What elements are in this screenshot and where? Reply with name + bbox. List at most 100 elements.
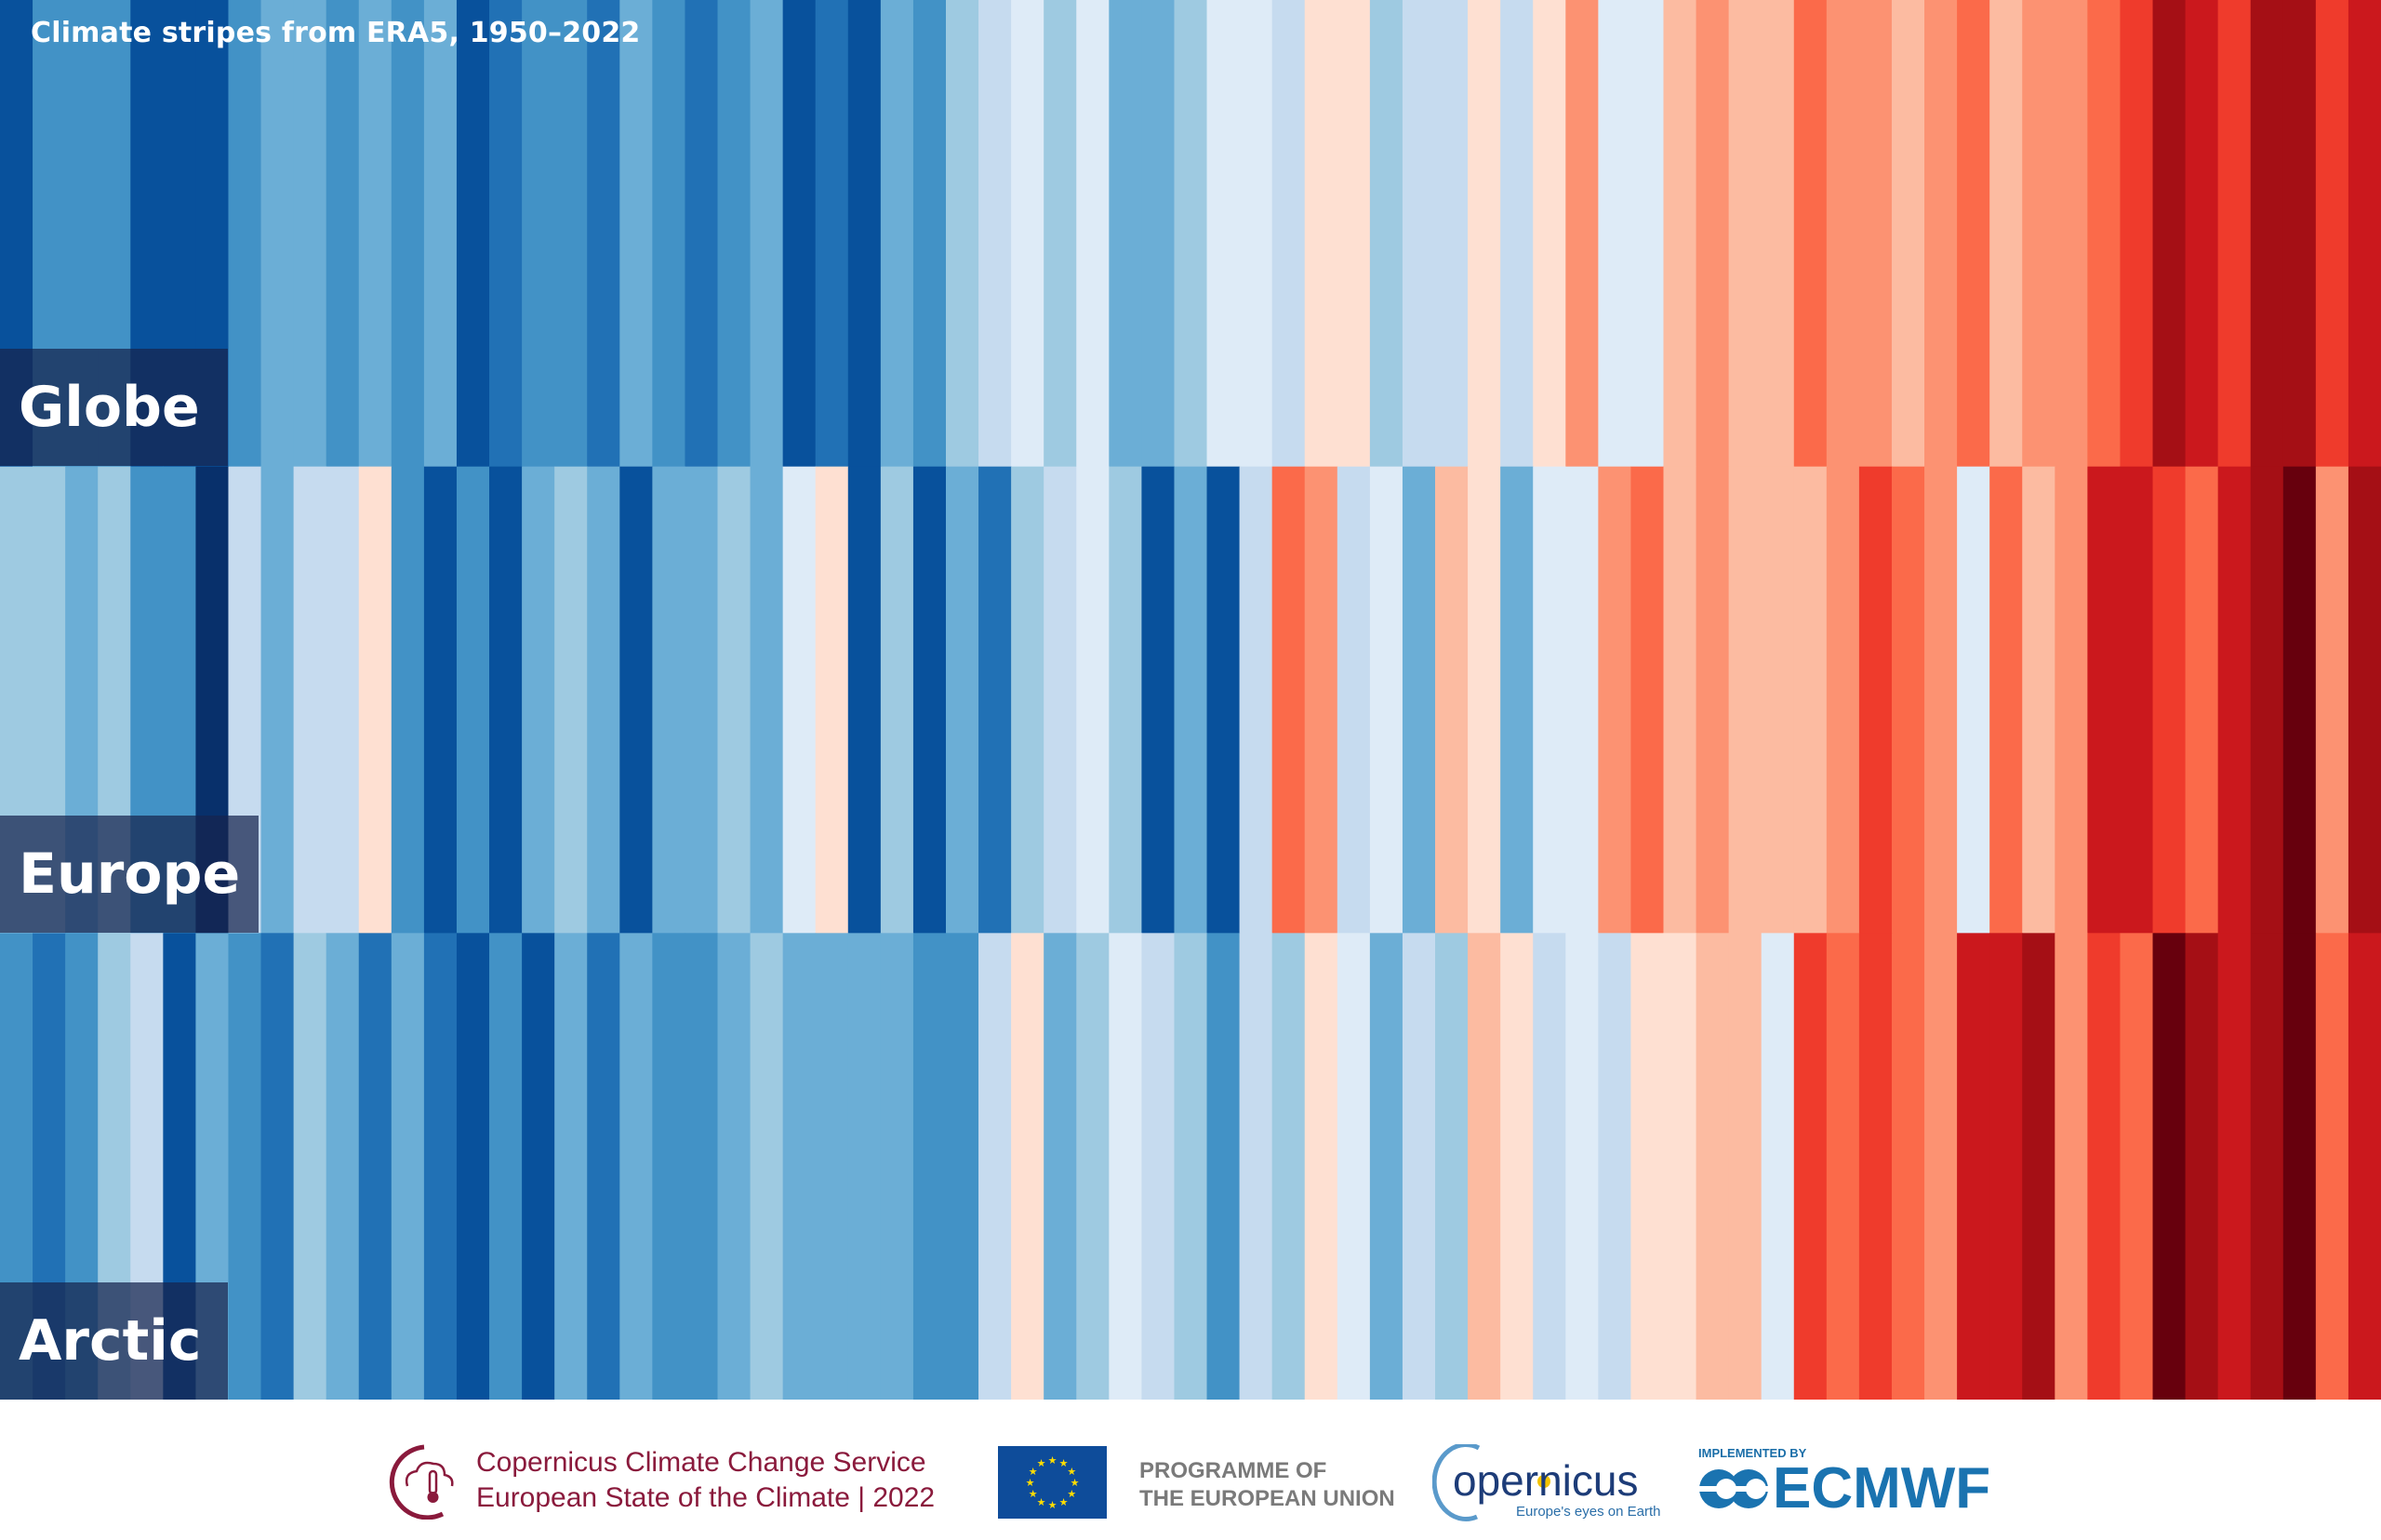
stripe-globe-2004 bbox=[1761, 0, 1795, 468]
stripe-globe-1964 bbox=[456, 0, 490, 468]
eu-star: ★ bbox=[1026, 1477, 1035, 1489]
stripe-globe-1996 bbox=[1500, 0, 1534, 468]
stripe-europe-2003 bbox=[1728, 466, 1762, 934]
stripe-europe-1971 bbox=[685, 466, 719, 934]
stripe-arctic-2018 bbox=[2217, 933, 2252, 1400]
stripe-europe-1980 bbox=[978, 466, 1012, 934]
stripe-globe-1979 bbox=[945, 0, 979, 468]
stripe-globe-1965 bbox=[489, 0, 523, 468]
stripe-globe-1975 bbox=[815, 0, 849, 468]
stripe-europe-1996 bbox=[1500, 466, 1534, 934]
stripe-globe-1959 bbox=[293, 0, 327, 468]
stripe-arctic-2005 bbox=[1793, 933, 1828, 1400]
stripe-arctic-1983 bbox=[1076, 933, 1110, 1400]
stripe-arctic-1961 bbox=[358, 933, 392, 1400]
stripe-arctic-1996 bbox=[1500, 933, 1534, 1400]
stripe-arctic-2022 bbox=[2348, 933, 2381, 1400]
stripe-globe-1968 bbox=[587, 0, 620, 468]
stripe-globe-2006 bbox=[1826, 0, 1860, 468]
stripe-globe-1962 bbox=[391, 0, 425, 468]
stripe-europe-1993 bbox=[1402, 466, 1436, 934]
stripe-globe-1993 bbox=[1402, 0, 1436, 468]
eu-star: ★ bbox=[1029, 1466, 1038, 1478]
eu-star: ★ bbox=[1048, 1499, 1057, 1511]
stripe-europe-2006 bbox=[1826, 466, 1860, 934]
stripe-europe-2000 bbox=[1630, 466, 1665, 934]
stripe-europe-2001 bbox=[1663, 466, 1697, 934]
stripe-europe-1976 bbox=[847, 466, 882, 934]
stripe-europe-2016 bbox=[2152, 466, 2187, 934]
stripe-europe-1959 bbox=[293, 466, 327, 934]
stripe-globe-2009 bbox=[1924, 0, 1958, 468]
stripe-globe-1976 bbox=[847, 0, 882, 468]
stripe-europe-1982 bbox=[1044, 466, 1077, 934]
stripe-europe-1964 bbox=[456, 466, 490, 934]
stripe-europe-1969 bbox=[619, 466, 653, 934]
stripe-arctic-1964 bbox=[456, 933, 490, 1400]
stripe-europe-2005 bbox=[1793, 466, 1828, 934]
stripe-arctic-1971 bbox=[685, 933, 719, 1400]
stripe-arctic-1957 bbox=[228, 933, 262, 1400]
footer-logos bbox=[0, 1400, 2381, 1540]
eu-star: ★ bbox=[1048, 1454, 1057, 1467]
stripe-europe-1987 bbox=[1206, 466, 1241, 934]
stripe-arctic-2011 bbox=[1989, 933, 2023, 1400]
stripe-globe-1998 bbox=[1565, 0, 1599, 468]
stripe-globe-1960 bbox=[326, 0, 360, 468]
stripe-europe-2007 bbox=[1858, 466, 1893, 934]
stripe-arctic-1967 bbox=[554, 933, 588, 1400]
stripe-arctic-1990 bbox=[1304, 933, 1338, 1400]
eu-flag-logo: ★ ★ ★ ★ ★ ★ ★ ★ ★ ★ ★ ★ bbox=[998, 1446, 1107, 1519]
stripe-arctic-2006 bbox=[1826, 933, 1860, 1400]
stripe-arctic-1994 bbox=[1435, 933, 1469, 1400]
stripe-europe-1974 bbox=[782, 466, 817, 934]
stripe-europe-1961 bbox=[358, 466, 392, 934]
stripe-arctic-1969 bbox=[619, 933, 653, 1400]
stripe-arctic-1999 bbox=[1598, 933, 1632, 1400]
eu-star: ★ bbox=[1071, 1477, 1080, 1489]
eu-stars-icon: ★ ★★★★★★★★★★★ bbox=[1026, 1454, 1080, 1511]
stripe-europe-2009 bbox=[1924, 466, 1958, 934]
eu-star: ★ bbox=[1037, 1457, 1046, 1469]
stripe-europe-1989 bbox=[1271, 466, 1306, 934]
stripe-europe-1963 bbox=[423, 466, 458, 934]
stripe-europe-1972 bbox=[717, 466, 752, 934]
stripe-globe-2021 bbox=[2315, 0, 2349, 468]
stripe-globe-2007 bbox=[1858, 0, 1893, 468]
stripe-europe-2021 bbox=[2315, 466, 2349, 934]
stripe-globe-2019 bbox=[2250, 0, 2284, 468]
stripe-europe-1975 bbox=[815, 466, 849, 934]
stripe-globe-1958 bbox=[260, 0, 295, 468]
stripe-globe-1970 bbox=[652, 0, 686, 468]
stripe-europe-2004 bbox=[1761, 466, 1795, 934]
stripe-arctic-2020 bbox=[2282, 933, 2317, 1400]
copernicus-tagline: Europe's eyes on Earth bbox=[1516, 1504, 1661, 1520]
stripe-europe-1995 bbox=[1468, 466, 1501, 934]
stripe-arctic-1963 bbox=[423, 933, 458, 1400]
stripe-arctic-2016 bbox=[2152, 933, 2187, 1400]
stripe-globe-2010 bbox=[1957, 0, 1990, 468]
eu-star: ★ bbox=[1067, 1488, 1076, 1500]
stripe-europe-1994 bbox=[1435, 466, 1469, 934]
stripe-globe-2017 bbox=[2185, 0, 2219, 468]
stripe-arctic-2004 bbox=[1761, 933, 1795, 1400]
stripe-globe-2002 bbox=[1696, 0, 1730, 468]
copernicus-arc-icon bbox=[1432, 1444, 1550, 1521]
stripe-arctic-2010 bbox=[1957, 933, 1990, 1400]
stripe-globe-1972 bbox=[717, 0, 752, 468]
climate-stripes-chart bbox=[0, 0, 2381, 1400]
stripe-europe-2014 bbox=[2087, 466, 2122, 934]
stripe-europe-2022 bbox=[2348, 466, 2381, 934]
stripe-globe-2016 bbox=[2152, 0, 2187, 468]
stripe-europe-2012 bbox=[2022, 466, 2055, 934]
eu-star: ★ bbox=[1067, 1466, 1076, 1478]
chart-title: Climate stripes from ERA5, 1950–2022 bbox=[31, 17, 641, 49]
stripe-globe-1963 bbox=[423, 0, 458, 468]
stripe-globe-2001 bbox=[1663, 0, 1697, 468]
row-label-arctic: Arctic bbox=[0, 1282, 228, 1400]
stripe-europe-1967 bbox=[554, 466, 588, 934]
stripe-arctic-1974 bbox=[782, 933, 817, 1400]
stripe-globe-1978 bbox=[912, 0, 947, 468]
stripe-globe-1971 bbox=[685, 0, 719, 468]
stripe-globe-2008 bbox=[1891, 0, 1925, 468]
